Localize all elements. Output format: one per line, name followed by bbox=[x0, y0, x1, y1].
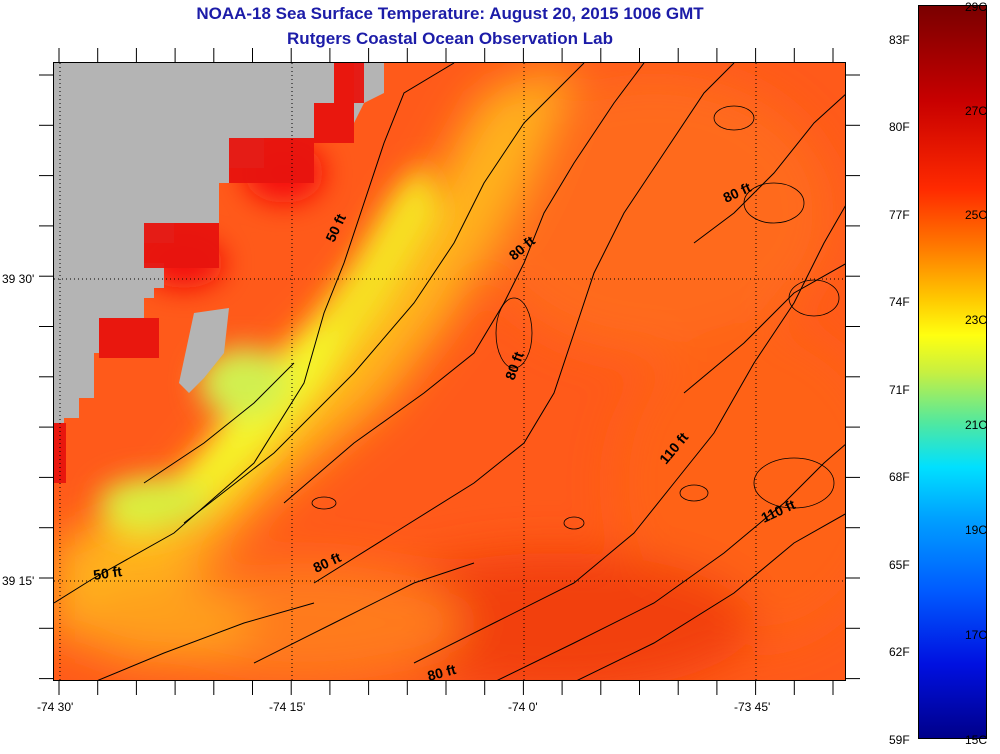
depth-contours bbox=[54, 63, 845, 680]
colorbar-f-label: 68F bbox=[889, 470, 910, 484]
colorbar-f-label: 59F bbox=[889, 733, 910, 747]
sst-map: 50 ft 50 ft 80 ft 80 ft 80 ft 80 ft 80 f… bbox=[53, 62, 846, 681]
colorbar-c-label: 21C bbox=[965, 418, 988, 432]
colorbar-f-label: 77F bbox=[889, 208, 910, 222]
colorbar-c-label: 23C bbox=[965, 313, 988, 327]
colorbar-c-label: 17C bbox=[965, 628, 988, 642]
x-tick-label: -73 45' bbox=[734, 700, 771, 714]
graticule bbox=[54, 63, 845, 680]
colorbar-f-label: 80F bbox=[889, 120, 910, 134]
colorbar-f-label: 74F bbox=[889, 295, 910, 309]
sst-map-image: 50 ft 50 ft 80 ft 80 ft 80 ft 80 ft 80 f… bbox=[54, 63, 845, 681]
colorbar-c-label: 29C bbox=[965, 0, 988, 14]
map-title: NOAA-18 Sea Surface Temperature: August … bbox=[196, 4, 704, 23]
map-subtitle: Rutgers Coastal Ocean Observation Lab bbox=[287, 29, 613, 48]
colorbar-c-label: 27C bbox=[965, 104, 988, 118]
x-tick-label: -74 30' bbox=[37, 700, 74, 714]
colorbar-c-label: 25C bbox=[965, 208, 988, 222]
colorbar-c-label: 19C bbox=[965, 523, 988, 537]
temperature-colorbar bbox=[918, 5, 987, 739]
x-tick-label: -74 0' bbox=[508, 700, 538, 714]
small-contour-loops bbox=[311, 105, 840, 530]
x-tick-label: -74 15' bbox=[269, 700, 306, 714]
colorbar-f-label: 71F bbox=[889, 383, 910, 397]
y-tick-label: 39 15' bbox=[2, 574, 35, 588]
colorbar-f-label: 62F bbox=[889, 645, 910, 659]
contour-label-50ft-south: 50 ft bbox=[92, 563, 123, 583]
y-tick-label: 39 30' bbox=[2, 272, 35, 286]
land-mask-bay bbox=[179, 308, 229, 393]
warm-coastal-pixels bbox=[54, 63, 364, 483]
contour-label-80ft-e: 80 ft bbox=[426, 661, 458, 681]
colorbar-c-label: 15C bbox=[965, 733, 988, 747]
colorbar-f-label: 65F bbox=[889, 558, 910, 572]
colorbar-f-label: 83F bbox=[889, 33, 910, 47]
